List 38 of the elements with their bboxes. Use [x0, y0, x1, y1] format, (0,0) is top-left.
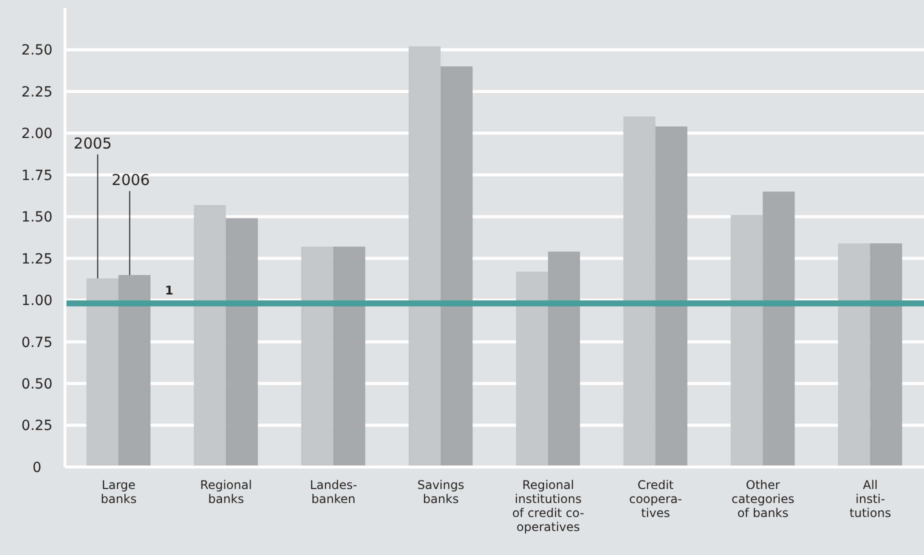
y-tick-label: 0 [32, 460, 42, 476]
bar [118, 275, 150, 467]
y-tick-label: 0.25 [21, 418, 53, 434]
bar [226, 218, 258, 467]
text: 2005 [74, 134, 112, 152]
bar [623, 116, 656, 467]
y-tick-label: 2.00 [21, 126, 53, 142]
x-tick-label: Landes- banken [310, 478, 358, 506]
x-tick-label: Savings banks [417, 478, 464, 506]
y-tick-label: 1.75 [21, 168, 53, 184]
x-tick-label: Credit coopera- tives [629, 478, 682, 520]
bar [516, 272, 548, 467]
bar [333, 246, 366, 467]
y-tick-label: 0.50 [21, 376, 53, 393]
ref-line-label: 1 [165, 283, 174, 298]
x-tick-label: Large banks [100, 478, 137, 506]
bar [730, 214, 763, 467]
bar [301, 246, 334, 467]
y-tick-label: 1.25 [21, 251, 53, 268]
y-tick-label: 2.50 [21, 42, 53, 59]
y-tick-label: 1.50 [21, 210, 53, 226]
y-tick-label: 2.25 [21, 84, 53, 100]
bar [86, 278, 118, 467]
x-tick-label: All insti- tutions [850, 478, 892, 520]
bar [762, 192, 795, 467]
bar [194, 204, 226, 467]
bar [408, 46, 441, 467]
y-tick-label: 0.75 [21, 334, 53, 351]
x-tick-label: Regional institutions of credit co- operatives [512, 478, 584, 534]
y-tick-label: 1.00 [21, 293, 53, 310]
bar [870, 243, 902, 467]
bar [548, 252, 580, 467]
bar [440, 66, 473, 467]
bar [838, 243, 870, 467]
x-tick-label: Other categories of banks [731, 478, 794, 520]
text: 2006 [112, 171, 150, 190]
bar [655, 126, 688, 467]
x-tick-label: Regional banks [200, 478, 252, 506]
